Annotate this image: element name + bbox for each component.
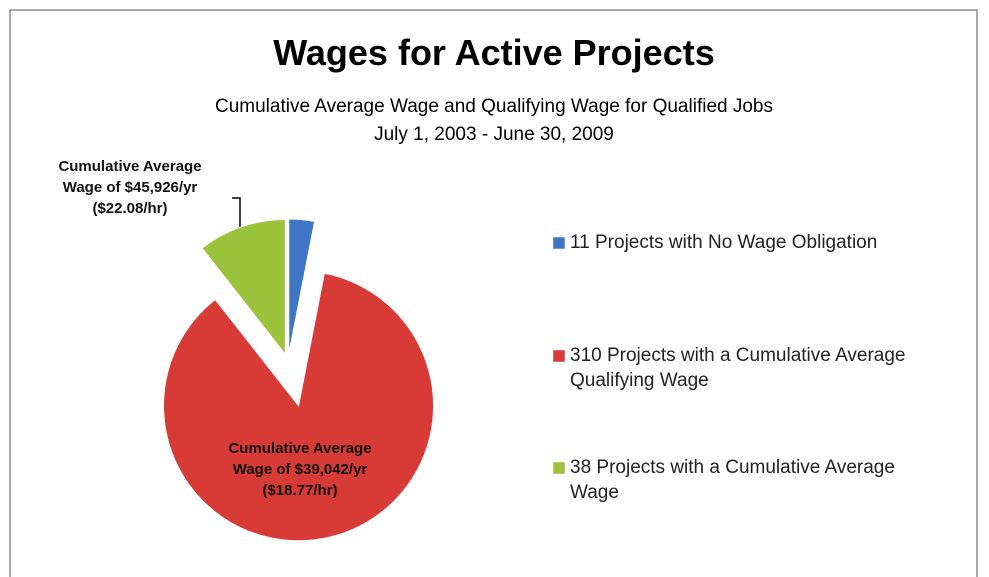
pie-slice bbox=[288, 218, 316, 355]
data-label: Cumulative Average bbox=[58, 158, 202, 175]
chart-subtitle: July 1, 2003 - June 30, 2009 bbox=[374, 124, 614, 145]
legend-marker bbox=[552, 349, 566, 363]
pie-slice bbox=[163, 272, 435, 542]
chart-frame bbox=[9, 9, 978, 577]
data-label: Wage of $39,042/yr bbox=[232, 461, 368, 478]
legend-entry: 310 Projects with a Cumulative Average Q… bbox=[570, 345, 906, 391]
data-label: Cumulative Average bbox=[228, 440, 372, 457]
legend-marker bbox=[552, 461, 566, 475]
data-label: ($22.08/hr) bbox=[92, 200, 168, 217]
data-label: Wage of $45,926/yr bbox=[62, 179, 198, 196]
chart-title: Wages for Active Projects bbox=[273, 32, 715, 73]
legend-entry: 38 Projects with a Cumulative Average Wa… bbox=[570, 457, 895, 503]
data-label: ($18.77/hr) bbox=[262, 482, 338, 499]
legend-marker bbox=[552, 236, 566, 250]
chart-subtitle: Cumulative Average Wage and Qualifying W… bbox=[215, 96, 773, 117]
leader-line bbox=[232, 197, 241, 234]
legend-entry: 11 Projects with No Wage Obligation bbox=[570, 232, 878, 253]
pie-slice bbox=[201, 218, 286, 356]
